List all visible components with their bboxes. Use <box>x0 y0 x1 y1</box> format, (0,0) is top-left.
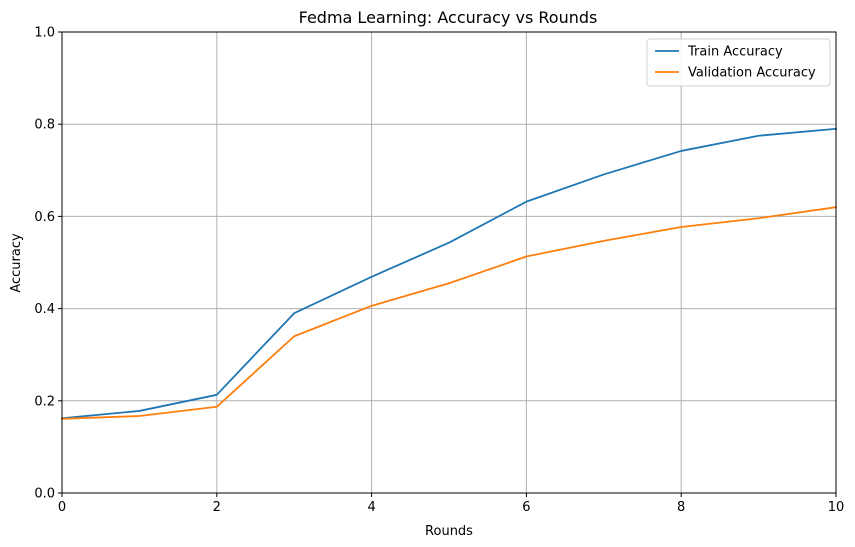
plot-frame <box>61 31 837 494</box>
x-axis-label: Rounds <box>425 524 473 539</box>
y-tick-label: 0.8 <box>34 118 55 133</box>
series-line-train-accuracy <box>61 127 837 420</box>
series-lines <box>61 127 838 420</box>
legend: Train Accuracy Validation Accuracy <box>646 38 831 87</box>
grid-lines <box>61 31 837 494</box>
x-tick-label: 10 <box>828 500 845 515</box>
x-tick-label: 4 <box>367 500 375 515</box>
y-tick-label: 1.0 <box>34 26 55 41</box>
legend-label: Validation Accuracy <box>688 66 816 81</box>
x-axis-ticks: 0 2 4 6 8 10 <box>58 493 844 515</box>
x-tick-label: 8 <box>677 500 685 515</box>
y-tick-label: 0.2 <box>34 394 55 409</box>
y-tick-label: 0.4 <box>34 302 55 317</box>
y-tick-label: 0.6 <box>34 210 55 225</box>
x-tick-label: 6 <box>522 500 530 515</box>
y-axis-ticks: 0.0 0.2 0.4 0.6 0.8 1.0 <box>34 26 62 502</box>
legend-label: Train Accuracy <box>687 45 783 60</box>
y-tick-label: 0.0 <box>34 487 55 502</box>
x-tick-label: 2 <box>213 500 221 515</box>
y-axis-label: Accuracy <box>9 233 24 293</box>
series-line-validation-accuracy <box>61 206 838 420</box>
chart-title: Fedma Learning: Accuracy vs Rounds <box>299 8 598 27</box>
x-tick-label: 0 <box>58 500 66 515</box>
legend-box <box>646 38 831 87</box>
